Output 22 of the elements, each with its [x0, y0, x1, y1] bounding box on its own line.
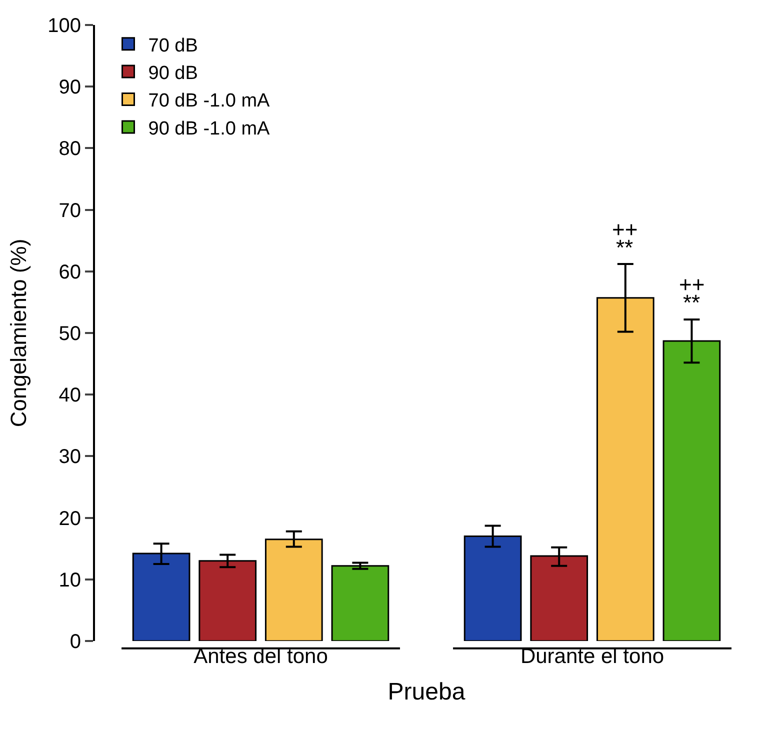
x-axis-title: Prueba: [388, 678, 466, 706]
y-tick-label: 30: [58, 446, 81, 468]
y-tick-label: 20: [58, 508, 81, 530]
y-axis-title: Congelamiento (%): [6, 238, 31, 428]
annotation: **: [616, 235, 634, 260]
y-tick-label: 50: [58, 323, 81, 345]
annotation: **: [683, 290, 701, 315]
legend-label: 90 dB -1.0 mA: [148, 118, 270, 140]
legend-label: 70 dB: [148, 35, 198, 56]
y-tick-label: 60: [58, 261, 81, 284]
y-tick-label: 80: [58, 138, 81, 160]
x-tick-label: Antes del tono: [194, 645, 328, 668]
bar: [331, 565, 390, 641]
y-tick-label: 40: [58, 384, 81, 407]
y-tick-label: 10: [58, 569, 81, 592]
y-tick-label: 70: [58, 200, 81, 222]
legend-label: 70 dB -1.0 mA: [148, 90, 270, 112]
y-tick-label: 90: [58, 76, 81, 99]
x-tick-label: Durante el tono: [520, 645, 664, 668]
y-tick-label: 0: [70, 631, 81, 653]
legend-label: 90 dB: [148, 62, 198, 84]
y-tick-label: 100: [48, 15, 81, 37]
